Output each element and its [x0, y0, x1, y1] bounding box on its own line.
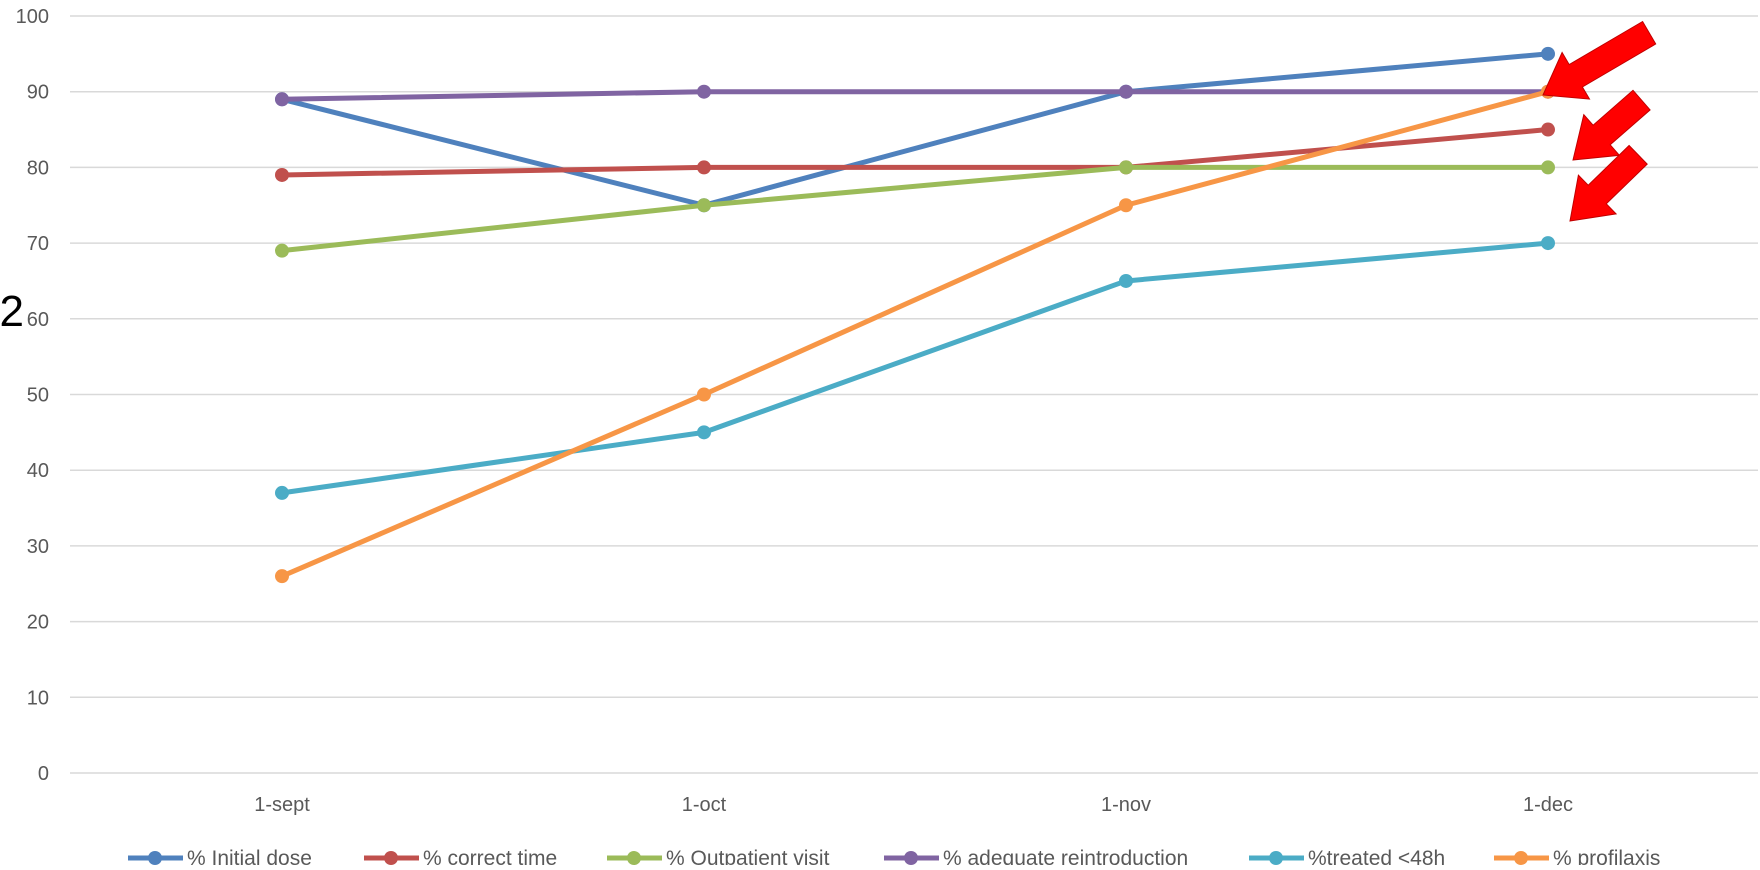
- data-point: [275, 569, 289, 584]
- data-point: [1541, 46, 1555, 61]
- data-point: [697, 425, 711, 440]
- y-tick-label: 100: [16, 6, 49, 28]
- legend-label: % profilaxis: [1553, 847, 1660, 865]
- y-axis-tick-labels: 0 10 20 30 40 50 60 70 80 90 100: [16, 6, 49, 785]
- legend: % Initial dose % correct time % Outpatient…: [128, 847, 1660, 870]
- y-tick-label: 30: [27, 536, 49, 558]
- data-point: [697, 198, 711, 213]
- legend-marker: [384, 851, 398, 865]
- series: [275, 236, 1555, 500]
- legend-marker: [904, 851, 918, 865]
- series-lines: [275, 46, 1555, 584]
- x-axis-tick-labels: 1-sept 1-oct 1-nov 1-dec: [254, 794, 1573, 816]
- legend-item: % correct time: [364, 847, 557, 870]
- legend-marker: [1269, 851, 1283, 865]
- series: [275, 84, 1555, 107]
- red-arrow-annotation: [1542, 20, 1657, 100]
- data-point: [1119, 84, 1133, 99]
- data-point: [275, 167, 289, 182]
- data-point: [1541, 236, 1555, 251]
- data-point: [275, 92, 289, 107]
- side-number-label: 12: [0, 287, 24, 336]
- gridlines: [70, 15, 1758, 774]
- legend-item: % Outpatient visit: [607, 847, 830, 870]
- red-arrow-annotation: [1569, 144, 1648, 222]
- data-point: [275, 243, 289, 258]
- y-tick-label: 0: [38, 763, 49, 785]
- data-point: [1119, 273, 1133, 288]
- y-tick-label: 80: [27, 157, 49, 179]
- data-point: [697, 160, 711, 175]
- series: [275, 84, 1555, 584]
- legend-label: % Initial dose: [187, 847, 312, 865]
- y-tick-label: 50: [27, 385, 49, 407]
- series: [275, 122, 1555, 182]
- y-tick-label: 10: [27, 687, 49, 709]
- x-tick-label: 1-nov: [1101, 794, 1151, 816]
- y-tick-label: 70: [27, 233, 49, 255]
- legend-label: %treated <48h: [1308, 847, 1445, 865]
- data-point: [697, 84, 711, 99]
- legend-item: % adequate reintroduction: [884, 847, 1188, 870]
- series-line: [279, 89, 1551, 579]
- legend-marker: [1514, 851, 1528, 865]
- data-point: [275, 485, 289, 500]
- series-line: [279, 51, 1551, 208]
- x-tick-label: 1-dec: [1523, 794, 1573, 816]
- data-point: [1541, 160, 1555, 175]
- data-point: [697, 387, 711, 402]
- data-point: [1119, 198, 1133, 213]
- legend-label: % correct time: [423, 847, 557, 865]
- series-line: [279, 240, 1551, 496]
- legend-item: %treated <48h: [1249, 847, 1445, 870]
- legend-label: % Outpatient visit: [666, 847, 830, 865]
- series-line: [279, 89, 1551, 102]
- series: [275, 160, 1555, 258]
- legend-item: % Initial dose: [128, 847, 312, 870]
- legend-marker: [148, 851, 162, 865]
- y-tick-label: 60: [27, 309, 49, 331]
- legend-marker: [627, 851, 641, 865]
- data-point: [1541, 122, 1555, 137]
- x-tick-label: 1-oct: [682, 794, 727, 816]
- y-tick-label: 90: [27, 82, 49, 104]
- red-arrow-annotation: [1572, 89, 1651, 161]
- y-tick-label: 40: [27, 460, 49, 482]
- annotation-arrows: [1542, 20, 1657, 222]
- legend-item: % profilaxis: [1494, 847, 1660, 870]
- x-tick-label: 1-sept: [254, 794, 310, 816]
- data-point: [1119, 160, 1133, 175]
- y-tick-label: 20: [27, 612, 49, 634]
- series-line: [279, 164, 1551, 254]
- legend-label: % adequate reintroduction: [943, 847, 1188, 865]
